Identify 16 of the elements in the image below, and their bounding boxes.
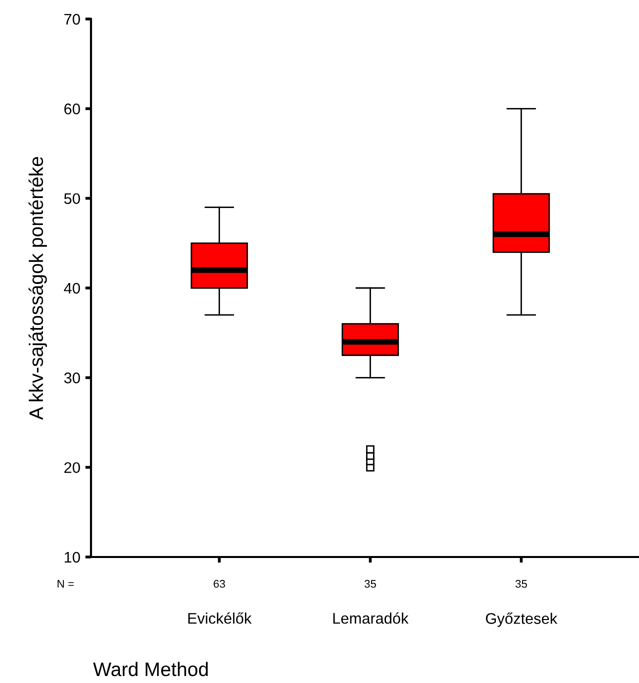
- y-tick-label: 10: [64, 552, 80, 563]
- text: 35: [364, 580, 376, 588]
- text: 63: [214, 580, 226, 588]
- y-tick-label: 30: [64, 372, 80, 384]
- x-tick-label: Evickélők: [188, 612, 252, 624]
- text: 35: [515, 580, 527, 588]
- y-tick-label: 70: [64, 14, 80, 25]
- y-axis-title: A kkv-sajátosságok pontértéke: [28, 156, 47, 420]
- y-tick-label: 40: [64, 282, 80, 294]
- text: N =: [58, 580, 74, 588]
- y-tick-label: 20: [64, 462, 80, 474]
- y-tick-label: 50: [64, 193, 80, 204]
- y-tick-label: 60: [64, 104, 80, 114]
- x-axis-title: Ward Method: [93, 662, 208, 676]
- x-tick-label: Lemaradók: [333, 612, 409, 624]
- x-tick-label: Győztesek: [486, 612, 558, 627]
